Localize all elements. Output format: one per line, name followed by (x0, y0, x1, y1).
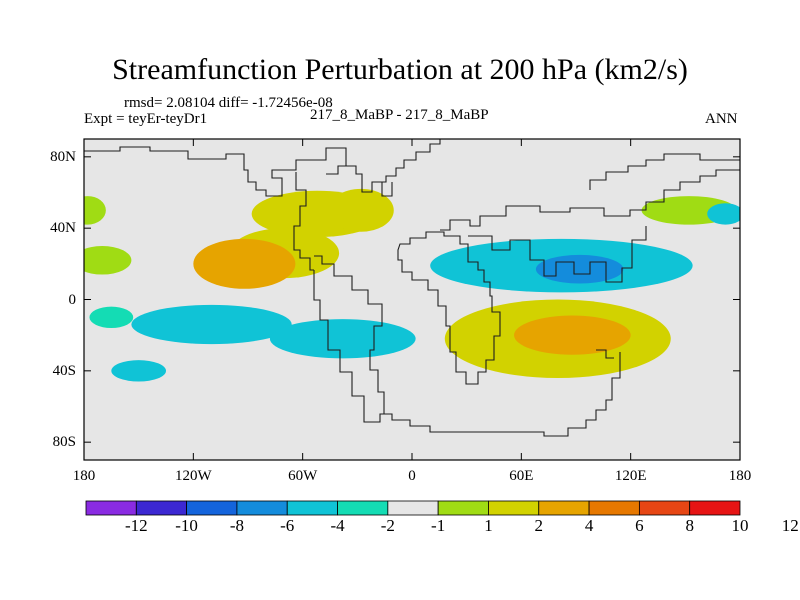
colorbar-swatch-12 (689, 500, 741, 516)
colorbar-label-0: -12 (124, 516, 148, 535)
colorbar-swatch-0 (85, 500, 137, 516)
chart-title: Streamfunction Perturbation at 200 hPa (… (112, 53, 688, 86)
anomaly-contour-10 (269, 319, 416, 359)
anomaly-contour-15 (514, 315, 631, 355)
colorbar-label-6: -1 (431, 516, 446, 535)
colorbar-label-5: -2 (380, 516, 395, 535)
colorbar (85, 500, 741, 516)
coastline-australia (596, 349, 614, 359)
x-tick-label-6: 180 (728, 468, 752, 484)
anomaly-contour-1 (84, 196, 106, 225)
colorbar-swatch-8 (488, 500, 540, 516)
colorbar-label-1: -10 (175, 516, 198, 535)
colorbar-swatch-5 (337, 500, 389, 516)
coastline-antarctica (380, 352, 621, 437)
y-tick-label-1: 40N (50, 220, 76, 237)
colorbar-label-10: 6 (635, 516, 644, 535)
colorbar-swatch-9 (538, 500, 590, 516)
coastline-greenland (326, 165, 393, 197)
coastline-north-america-west (293, 172, 314, 271)
anomaly-contour-13 (535, 254, 624, 284)
colorbar-swatch-2 (186, 500, 238, 516)
coastline-north-america (84, 139, 441, 197)
colorbar-label-13: 12 (781, 516, 799, 535)
colorbar-label-12: 10 (731, 516, 749, 535)
x-tick-label-0: 180 (72, 468, 96, 484)
coastline-africa (397, 231, 501, 385)
colorbar-swatch-1 (135, 500, 188, 516)
x-tick-label-2: 60W (288, 468, 318, 484)
season-label: ANN (705, 111, 738, 127)
y-tick-label-0: 80N (50, 148, 76, 165)
anomaly-contour-3 (84, 246, 132, 275)
colorbar-swatch-11 (638, 500, 691, 516)
anomaly-contour-8 (131, 304, 292, 345)
colorbar-label-11: 8 (685, 516, 694, 535)
x-tick-label-4: 60E (509, 468, 534, 484)
tick-marks (83, 139, 741, 460)
streamfunction-field (84, 188, 740, 382)
stats-line: rmsd= 2.08104 diff= -1.72456e-08 (124, 95, 333, 111)
experiment-label: Expt = teyEr-teyDr1 (84, 111, 208, 127)
colorbar-swatch-3 (236, 500, 288, 516)
colorbar-label-3: -6 (280, 516, 295, 535)
anomaly-contour-5 (328, 188, 394, 232)
colorbar-label-2: -8 (229, 516, 244, 535)
x-tick-label-5: 120E (614, 468, 647, 484)
coastline-eurasia (440, 169, 740, 231)
colorbar-swatch-7 (437, 500, 489, 516)
anomaly-contour-9 (111, 360, 166, 382)
colorbar-swatch-6 (387, 500, 439, 516)
coastline-asia-south (468, 226, 647, 283)
colorbar-swatch-10 (588, 500, 640, 516)
coastline-arctic (589, 153, 740, 190)
colorbar-label-8: 2 (534, 516, 544, 535)
colorbar-label-7: 1 (484, 516, 493, 535)
anomaly-contour-0 (89, 306, 134, 329)
map-background (84, 139, 740, 460)
y-tick-label-4: 80S (52, 434, 76, 451)
case-label: 217_8_MaBP - 217_8_MaBP (310, 107, 489, 123)
anomaly-contour-6 (707, 203, 740, 225)
x-tick-label-3: 0 (408, 468, 416, 484)
colorbar-label-4: -4 (330, 516, 345, 535)
colorbar-swatch-4 (286, 500, 338, 516)
coastline-south-america (313, 255, 385, 423)
colorbar-label-9: 4 (584, 516, 594, 535)
x-tick-label-1: 120W (174, 468, 212, 484)
y-tick-label-2: 0 (68, 291, 77, 308)
anomaly-contour-14 (193, 238, 296, 289)
coastlines (84, 139, 740, 437)
y-tick-label-3: 40S (52, 362, 76, 379)
